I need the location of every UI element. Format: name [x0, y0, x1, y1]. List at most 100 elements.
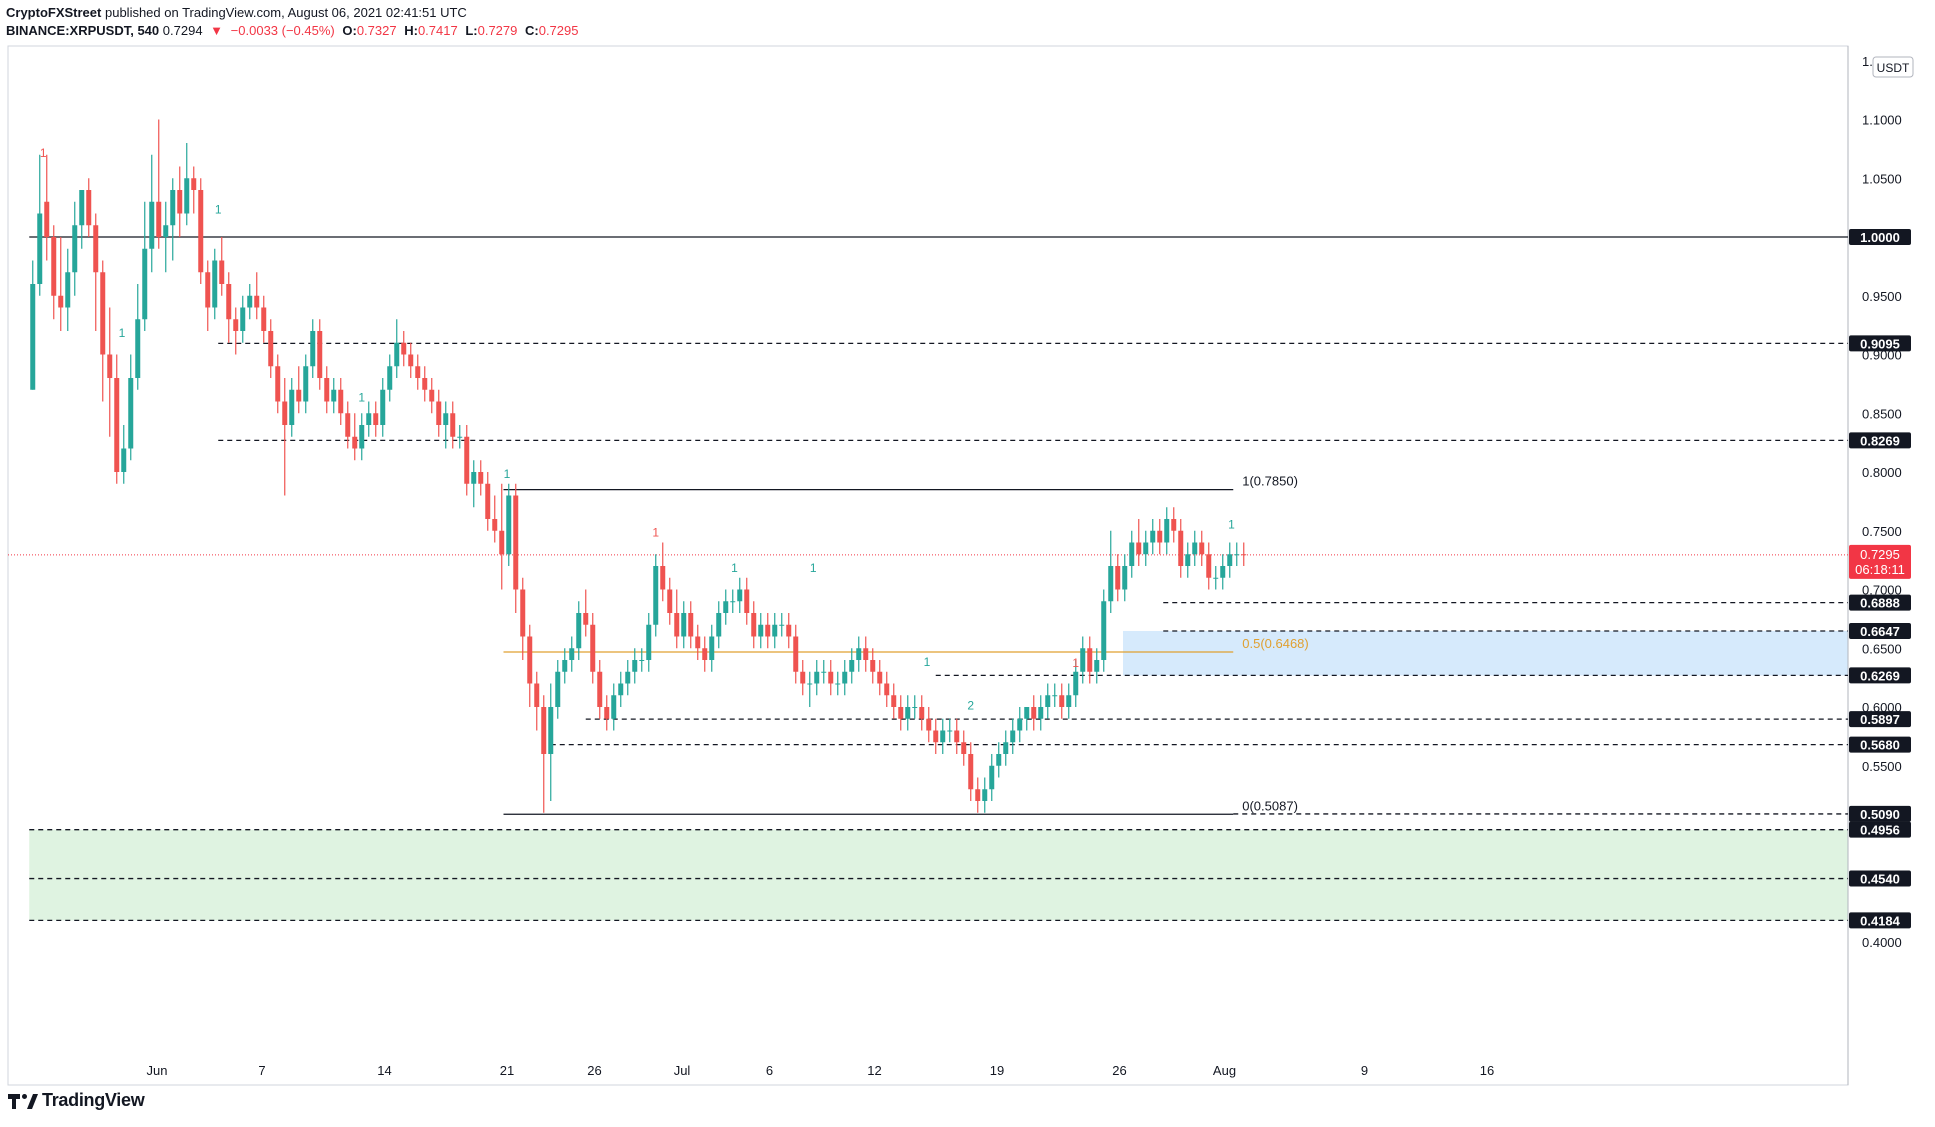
candle-body — [1234, 554, 1240, 556]
level-badge — [1849, 594, 1911, 611]
candle-body — [247, 295, 253, 308]
candle-body — [1024, 707, 1030, 719]
candle-body — [1031, 707, 1037, 719]
candle-body — [212, 260, 218, 308]
td-count-label: 1 — [1228, 517, 1235, 531]
candle-body — [114, 378, 120, 472]
y-tick-label: 1.1000 — [1862, 113, 1902, 128]
candle-body — [905, 707, 911, 719]
symbol-label[interactable]: BINANCE:XRPUSDT, 540 — [6, 23, 160, 38]
candle-body — [93, 225, 99, 273]
candle-body — [1010, 730, 1016, 743]
candle-body — [44, 201, 50, 237]
candle-body — [415, 366, 421, 378]
y-tick-label: 0.7000 — [1862, 583, 1902, 598]
candle-body — [170, 190, 176, 226]
td-count-label: 1 — [119, 326, 126, 340]
candle-body — [86, 190, 92, 226]
candle-body — [849, 660, 855, 672]
currency-badge[interactable] — [1872, 56, 1914, 78]
candle-body — [996, 754, 1002, 766]
level-label: 0.5090 — [1860, 807, 1900, 822]
plot-frame — [7, 45, 1849, 1086]
candle-body — [828, 671, 834, 684]
candle-body — [926, 718, 932, 731]
candle-body — [345, 413, 351, 437]
x-tick-label: 19 — [990, 1063, 1004, 1078]
level-badge — [1849, 229, 1911, 245]
candle-body — [611, 695, 617, 719]
candle-body — [156, 201, 162, 237]
candle-body — [121, 448, 127, 472]
high-label: H: — [404, 23, 418, 38]
candle-body — [254, 295, 260, 308]
level-label: 0.6269 — [1860, 668, 1900, 683]
tradingview-footer[interactable]: TradingView — [8, 1090, 145, 1111]
fib-label: 0.5(0.6468) — [1242, 636, 1309, 651]
candle-body — [1017, 718, 1023, 731]
candle-body — [184, 178, 190, 214]
level-label: 0.8269 — [1860, 433, 1900, 448]
fib-label: 1(0.7850) — [1242, 474, 1298, 489]
candle-body — [303, 366, 309, 402]
candle-body — [989, 765, 995, 790]
y-tick-label: 0.6000 — [1862, 700, 1902, 715]
candle-body — [177, 190, 183, 214]
candle-body — [1094, 660, 1100, 672]
candle-body — [562, 660, 568, 672]
candle-body — [408, 354, 414, 367]
publisher-name[interactable]: CryptoFXStreet — [6, 5, 102, 20]
candle-body — [884, 683, 890, 696]
level-label: 0.4540 — [1860, 872, 1900, 887]
level-label: 0.6647 — [1860, 624, 1900, 639]
down-arrow-icon: ▼ — [210, 23, 224, 38]
candle-body — [534, 683, 540, 707]
candle-body — [919, 707, 925, 719]
candle-body — [688, 613, 694, 637]
bar-countdown: 06:18:11 — [1855, 562, 1905, 577]
candle-body — [1178, 530, 1184, 566]
close-value: 0.7295 — [538, 23, 579, 38]
td-count-label: 1 — [810, 561, 817, 575]
candle-body — [296, 389, 302, 402]
candle-body — [583, 613, 589, 625]
candle-body — [912, 707, 918, 708]
candle-body — [779, 624, 785, 626]
price-change: −0.0033 (−0.45%) — [230, 23, 335, 38]
x-tick-label: Aug — [1213, 1063, 1236, 1078]
candle-body — [674, 613, 680, 637]
candle-body — [191, 178, 197, 190]
candle-body — [877, 671, 883, 684]
y-tick-label: 1.0500 — [1862, 171, 1902, 186]
level-badge — [1849, 622, 1911, 639]
candle-body — [478, 472, 484, 484]
x-tick-label: 21 — [500, 1063, 514, 1078]
candle-body — [646, 624, 652, 660]
candle-body — [1220, 566, 1226, 578]
support-zone — [29, 829, 1848, 921]
candle-body — [1143, 542, 1149, 555]
level-badge — [1849, 912, 1911, 929]
candle-body — [933, 730, 939, 743]
candle-body — [758, 624, 764, 637]
candle-body — [772, 624, 778, 637]
level-badge — [1849, 335, 1911, 352]
currency-label: USDT — [1877, 61, 1910, 75]
candle-body — [842, 671, 848, 684]
candle-body — [940, 730, 946, 743]
candle-body — [618, 683, 624, 696]
candle-body — [982, 789, 988, 801]
candle-body — [366, 413, 372, 425]
candle-body — [604, 707, 610, 719]
candle-body — [541, 707, 547, 754]
candle-body — [268, 331, 274, 367]
candle-body — [569, 648, 575, 660]
candle-body — [282, 401, 288, 425]
level-label: 0.4956 — [1860, 823, 1900, 838]
candle-body — [1157, 530, 1163, 543]
candle-body — [72, 225, 78, 273]
candle-body — [373, 413, 379, 425]
candle-body — [30, 284, 36, 390]
candle-body — [625, 671, 631, 684]
